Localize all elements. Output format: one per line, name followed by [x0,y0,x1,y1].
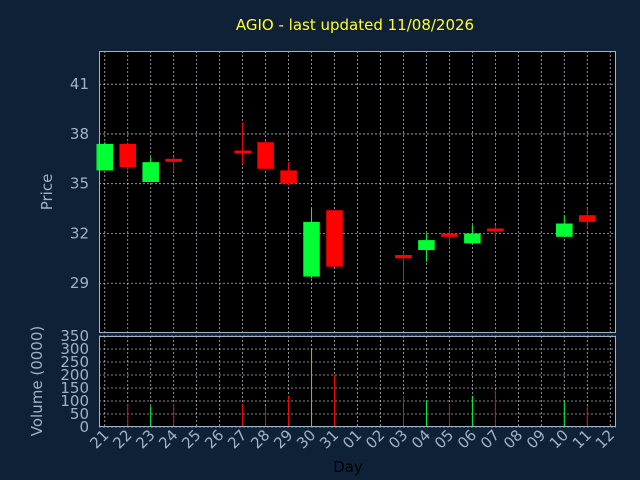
candle-body [441,233,458,237]
volume-tick-label: 250 [60,353,89,371]
volume-tick-label: 350 [60,327,89,345]
volume-tick-label: 50 [70,405,89,423]
volume-bars [127,349,588,427]
day-tick-label: 12 [592,426,618,452]
price-tick-label: 35 [70,175,89,193]
volume-tick-label: 200 [60,366,89,384]
day-axis-label: Day [333,458,363,476]
volume-axis-label: Volume (0000) [28,326,46,436]
candles [96,122,596,280]
price-grid [99,51,616,333]
candle-body [418,240,435,251]
day-axis-ticks: 2122232425262728293031010203040506070809… [86,426,618,452]
candle-body [119,143,136,168]
price-tick-label: 29 [70,274,89,292]
candle-body [579,215,596,222]
price-axis-label: Price [38,174,56,211]
price-axis-ticks: 29 32 35 38 41 [70,75,89,292]
candle-body [487,228,504,232]
candle-body [280,170,297,184]
volume-tick-label: 300 [60,340,89,358]
volume-tick-label: 100 [60,392,89,410]
candle-body [165,158,182,162]
candle-body [464,233,481,244]
candle-body [556,223,573,237]
candle-body [395,255,412,259]
candle-body [96,143,114,171]
candle-body [303,221,320,277]
chart-title: AGIO - last updated 11/08/2026 [236,16,474,34]
price-frame [99,51,616,333]
candle-body [257,142,274,169]
price-tick-label: 32 [70,224,89,242]
volume-grid [99,335,616,428]
candle-body [326,210,343,267]
price-tick-label: 41 [70,75,89,93]
price-tick-label: 38 [70,125,89,143]
candle-body [142,162,159,183]
volume-tick-label: 150 [60,379,89,397]
volume-tick-label: 0 [79,418,89,436]
volume-frame [99,336,616,427]
candle-body [234,150,251,154]
